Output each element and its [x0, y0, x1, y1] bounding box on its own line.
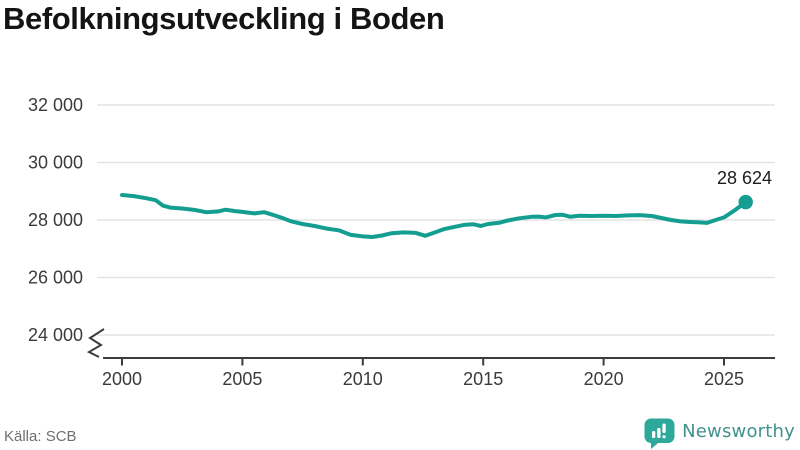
y-axis-tick-label: 24 000 — [28, 325, 83, 345]
x-axis-tick-label: 2010 — [343, 369, 383, 389]
x-axis-tick-label: 2000 — [102, 369, 142, 389]
population-line — [120, 193, 748, 239]
newsworthy-logo-text: Newsworthy — [682, 420, 795, 442]
newsworthy-logo-icon — [644, 418, 675, 449]
y-axis-tick-label: 30 000 — [28, 153, 83, 173]
y-axis-break-icon — [86, 328, 105, 358]
y-axis-tick-label: 26 000 — [28, 268, 83, 288]
y-axis-tick-label: 32 000 — [28, 95, 83, 115]
x-axis-tick-label: 2005 — [222, 369, 262, 389]
y-axis-tick-label: 28 000 — [28, 210, 83, 230]
latest-point-marker — [738, 194, 753, 210]
source-label: Källa: SCB — [4, 428, 77, 445]
x-axis-tick-label: 2015 — [463, 369, 503, 389]
latest-value-label: 28 624 — [717, 168, 772, 188]
newsworthy-logo: Newsworthy — [644, 417, 795, 449]
page-title: Befolkningsutveckling i Boden — [3, 1, 445, 36]
x-axis-tick-label: 2020 — [584, 369, 624, 389]
x-axis-tick-label: 2025 — [704, 369, 744, 389]
